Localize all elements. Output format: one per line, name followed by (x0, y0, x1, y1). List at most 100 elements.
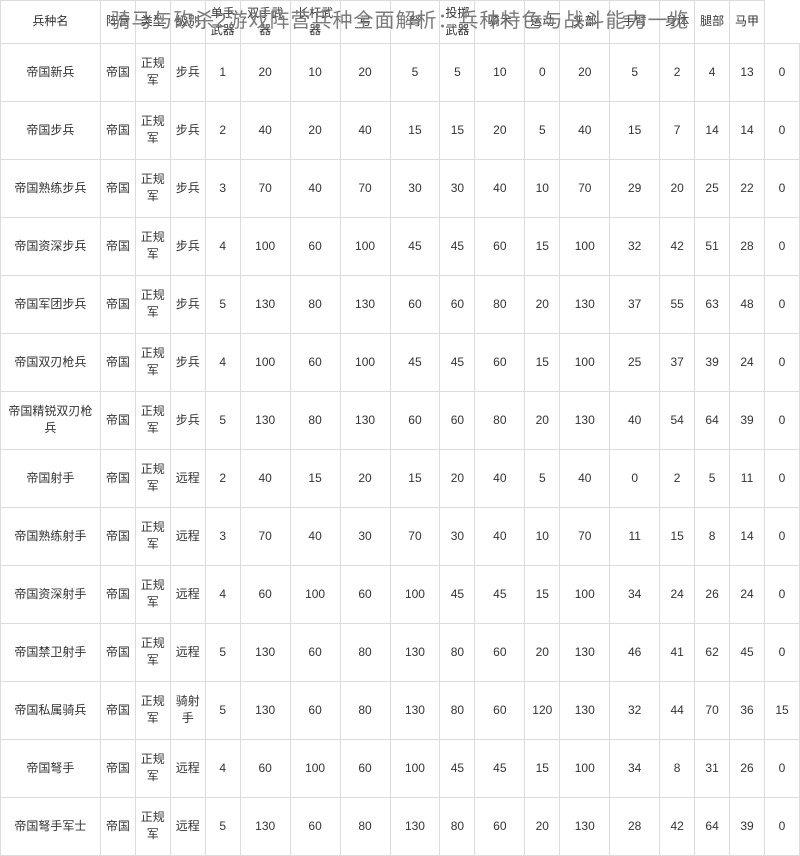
stat-cell: 40 (240, 101, 290, 159)
stat-cell: 0 (765, 101, 800, 159)
stat-cell: 帝国 (100, 159, 135, 217)
stat-cell: 正规军 (135, 681, 170, 739)
stat-cell: 26 (695, 565, 730, 623)
stat-cell: 34 (610, 739, 660, 797)
stat-cell: 8 (660, 739, 695, 797)
column-header: 阵营 (100, 1, 135, 44)
stat-cell: 2 (205, 101, 240, 159)
stat-cell: 远程 (170, 739, 205, 797)
stat-cell: 20 (525, 275, 560, 333)
stat-cell: 45 (475, 565, 525, 623)
column-header: 弓 (340, 1, 390, 44)
stat-cell: 60 (340, 565, 390, 623)
table-row: 帝国军团步兵帝国正规军步兵513080130606080201303755634… (1, 275, 800, 333)
column-header: 投掷武器 (440, 1, 475, 44)
stat-cell: 60 (290, 797, 340, 855)
stat-cell: 40 (290, 159, 340, 217)
column-header: 身体 (660, 1, 695, 44)
stat-cell: 正规军 (135, 565, 170, 623)
stat-cell: 80 (340, 623, 390, 681)
stat-cell: 10 (290, 43, 340, 101)
stat-cell: 60 (290, 333, 340, 391)
stat-cell: 正规军 (135, 217, 170, 275)
stat-cell: 32 (610, 217, 660, 275)
stat-cell: 0 (765, 565, 800, 623)
column-header: 类型 (135, 1, 170, 44)
stat-cell: 40 (560, 101, 610, 159)
troop-name-cell: 帝国军团步兵 (1, 275, 101, 333)
stat-cell: 41 (660, 623, 695, 681)
stat-cell: 130 (560, 623, 610, 681)
stat-cell: 80 (290, 391, 340, 449)
stat-cell: 100 (240, 333, 290, 391)
stat-cell: 45 (440, 739, 475, 797)
stat-cell: 80 (290, 275, 340, 333)
stat-cell: 5 (610, 43, 660, 101)
stat-cell: 4 (205, 565, 240, 623)
troop-name-cell: 帝国资深射手 (1, 565, 101, 623)
stat-cell: 45 (475, 739, 525, 797)
stat-cell: 25 (610, 333, 660, 391)
stat-cell: 22 (730, 159, 765, 217)
stat-cell: 步兵 (170, 101, 205, 159)
stat-cell: 正规军 (135, 333, 170, 391)
stat-cell: 37 (660, 333, 695, 391)
table-row: 帝国熟练步兵帝国正规军步兵37040703030401070292025220 (1, 159, 800, 217)
stat-cell: 60 (340, 739, 390, 797)
stat-cell: 20 (525, 623, 560, 681)
stat-cell: 远程 (170, 797, 205, 855)
stat-cell: 正规军 (135, 43, 170, 101)
table-row: 帝国步兵帝国正规军步兵240204015152054015714140 (1, 101, 800, 159)
stat-cell: 62 (695, 623, 730, 681)
table-row: 帝国熟练射手帝国正规军远程3704030703040107011158140 (1, 507, 800, 565)
stat-cell: 远程 (170, 507, 205, 565)
stat-cell: 5 (390, 43, 440, 101)
stat-cell: 40 (290, 507, 340, 565)
stat-cell: 25 (695, 159, 730, 217)
table-row: 帝国资深射手帝国正规军远程460100601004545151003424262… (1, 565, 800, 623)
stat-cell: 28 (730, 217, 765, 275)
stat-cell: 46 (610, 623, 660, 681)
stat-cell: 31 (695, 739, 730, 797)
stat-cell: 60 (475, 623, 525, 681)
stat-cell: 步兵 (170, 391, 205, 449)
stat-cell: 100 (390, 739, 440, 797)
stat-cell: 60 (440, 391, 475, 449)
stat-cell: 正规军 (135, 739, 170, 797)
stat-cell: 80 (440, 623, 475, 681)
column-header: 腿部 (695, 1, 730, 44)
stat-cell: 130 (390, 797, 440, 855)
table-body: 帝国新兵帝国正规军步兵12010205510020524130帝国步兵帝国正规军… (1, 43, 800, 855)
stat-cell: 70 (240, 507, 290, 565)
table-row: 帝国弩手军士帝国正规军远程513060801308060201302842643… (1, 797, 800, 855)
stat-cell: 45 (440, 565, 475, 623)
stat-cell: 4 (205, 217, 240, 275)
stat-cell: 20 (340, 449, 390, 507)
column-header: 马甲 (730, 1, 765, 44)
stat-cell: 正规军 (135, 623, 170, 681)
stat-cell: 11 (610, 507, 660, 565)
stat-cell: 39 (695, 333, 730, 391)
stat-cell: 42 (660, 797, 695, 855)
stat-cell: 20 (440, 449, 475, 507)
column-header: 兵种名 (1, 1, 101, 44)
stat-cell: 帝国 (100, 797, 135, 855)
stat-cell: 5 (525, 449, 560, 507)
stat-cell: 30 (390, 159, 440, 217)
stat-cell: 步兵 (170, 217, 205, 275)
stat-cell: 40 (475, 449, 525, 507)
stat-cell: 130 (240, 681, 290, 739)
stat-cell: 帝国 (100, 507, 135, 565)
stat-cell: 80 (475, 391, 525, 449)
stat-cell: 远程 (170, 449, 205, 507)
stat-cell: 0 (610, 449, 660, 507)
stat-cell: 29 (610, 159, 660, 217)
stat-cell: 5 (525, 101, 560, 159)
stat-cell: 130 (560, 797, 610, 855)
stat-cell: 100 (240, 217, 290, 275)
stat-cell: 28 (610, 797, 660, 855)
stat-cell: 20 (240, 43, 290, 101)
stat-cell: 40 (560, 449, 610, 507)
stat-cell: 0 (765, 507, 800, 565)
stat-cell: 15 (390, 449, 440, 507)
